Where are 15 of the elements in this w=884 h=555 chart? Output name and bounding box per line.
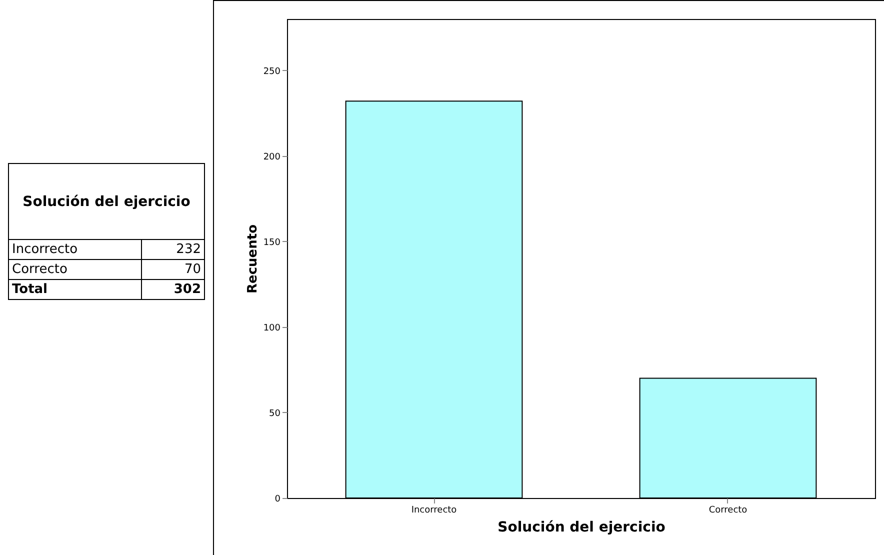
y-tick-label: 0 <box>274 494 281 504</box>
y-tick-label: 250 <box>263 66 281 77</box>
y-tick-label: 200 <box>263 152 281 162</box>
text: 232 <box>142 240 204 260</box>
y-tick-label: 50 <box>269 408 281 419</box>
text: 70 <box>142 260 204 280</box>
text: Solución del ejercicio <box>22 194 190 210</box>
text: Total <box>8 280 142 300</box>
category-label: Correcto <box>12 262 68 277</box>
text: 302 <box>142 280 204 300</box>
y-axis-title: Recuento <box>245 224 260 294</box>
y-tick-label: 150 <box>263 238 281 248</box>
y-tick-label: 100 <box>263 323 281 334</box>
x-axis-title: Solución del ejercicio <box>498 520 666 536</box>
category-label: Incorrecto <box>12 242 78 257</box>
